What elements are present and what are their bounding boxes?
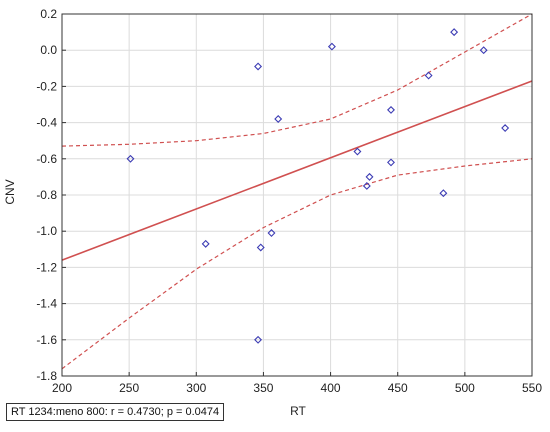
data-point bbox=[479, 46, 488, 55]
data-point bbox=[256, 243, 265, 252]
data-points bbox=[126, 28, 510, 344]
data-point bbox=[267, 229, 276, 237]
data-point bbox=[353, 147, 362, 156]
x-tick-label: 200 bbox=[52, 381, 72, 395]
confidence-lower-curve bbox=[61, 158, 533, 370]
data-point bbox=[439, 189, 448, 198]
x-tick-label: 250 bbox=[119, 381, 139, 395]
data-point bbox=[424, 71, 433, 80]
data-point bbox=[501, 124, 510, 133]
data-point bbox=[387, 158, 395, 167]
x-tick-label: 450 bbox=[388, 381, 408, 395]
data-point bbox=[274, 115, 283, 123]
y-tick-label: -1.2 bbox=[36, 260, 57, 274]
x-axis-label: RT bbox=[290, 404, 306, 418]
data-point bbox=[126, 154, 135, 163]
grid-lines bbox=[61, 13, 533, 377]
data-point bbox=[201, 239, 210, 248]
regression-line bbox=[61, 80, 533, 261]
x-tick-label: 500 bbox=[455, 381, 475, 395]
correlation-stats-box: RT 1234:meno 800: r = 0.4730; p = 0.0474 bbox=[6, 403, 225, 421]
y-tick-label: 0.0 bbox=[40, 43, 57, 57]
x-tick-label: 300 bbox=[186, 381, 206, 395]
y-tick-label: -1.0 bbox=[36, 224, 57, 238]
y-tick-label: -1.6 bbox=[36, 333, 57, 347]
x-tick-label: 400 bbox=[321, 381, 341, 395]
x-tick-label: 550 bbox=[522, 381, 542, 395]
y-tick-label: -0.8 bbox=[36, 188, 57, 202]
y-tick-label: -0.2 bbox=[36, 79, 57, 93]
confidence-upper-curve bbox=[61, 13, 533, 147]
y-axis-label: CNV bbox=[3, 179, 17, 204]
data-point bbox=[327, 42, 336, 51]
data-point bbox=[362, 181, 371, 190]
y-tick-label: -1.4 bbox=[36, 297, 57, 311]
data-point bbox=[254, 62, 263, 71]
data-point bbox=[254, 335, 263, 344]
y-tick-label: 0.2 bbox=[40, 7, 57, 21]
y-axis-ticks: 0.2 0.0 -0.2 -0.4 -0.6 -0.8 -1.0 -1.2 -1.4 -1.6 -1… bbox=[36, 7, 66, 383]
data-point bbox=[450, 28, 459, 37]
fit-line bbox=[61, 80, 533, 261]
confidence-band bbox=[61, 13, 533, 370]
y-tick-label: -0.6 bbox=[36, 152, 57, 166]
data-point bbox=[387, 105, 395, 114]
x-axis-ticks: 200 250 300 350 400 450 500 550 bbox=[52, 372, 542, 395]
data-point bbox=[365, 172, 374, 181]
x-tick-label: 350 bbox=[253, 381, 273, 395]
y-tick-label: -0.4 bbox=[36, 116, 57, 130]
y-tick-label: -1.8 bbox=[36, 369, 57, 383]
